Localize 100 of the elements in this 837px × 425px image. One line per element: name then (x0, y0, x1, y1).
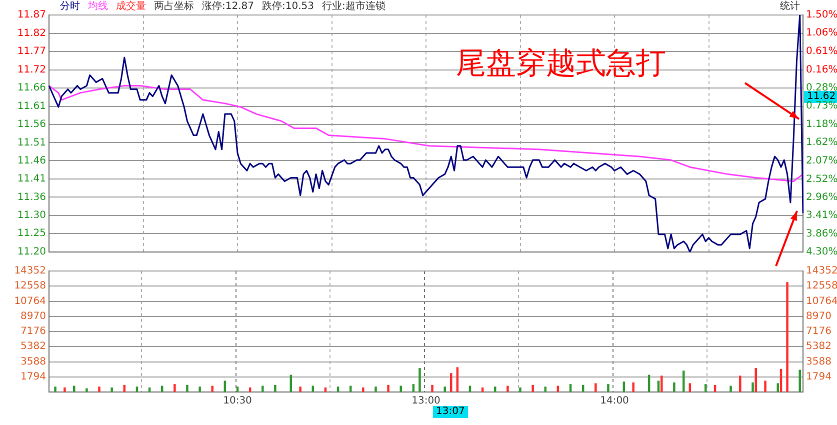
bar (607, 384, 610, 392)
bar (786, 282, 788, 392)
y2-tick-label: 14352 (806, 266, 837, 277)
y-tick-label: 11.77 (17, 46, 46, 58)
bar (506, 386, 509, 392)
bar (387, 384, 390, 392)
y2-tick-label: 3.86% (806, 228, 837, 240)
bar (519, 387, 522, 392)
bar (418, 368, 421, 392)
bar (198, 386, 201, 392)
bar (450, 373, 452, 392)
y2-tick-label: 10764 (806, 296, 837, 307)
text: 行业:超市连锁 (322, 0, 386, 14)
bar (186, 384, 188, 392)
bar (673, 382, 676, 392)
text: 统计 (780, 0, 800, 14)
y2-tick-label: 2.96% (806, 192, 837, 203)
y2-tick-label: 1.50% (806, 10, 837, 21)
y-tick-label: 8970 (20, 310, 46, 322)
text: 13:07 (433, 406, 468, 418)
y-tick-label: 11.87 (17, 10, 46, 21)
y-tick-label: 11.36 (17, 192, 46, 203)
bar (362, 387, 364, 392)
y-tick-label: 11.51 (17, 137, 46, 148)
y2-tick-label: 0.16% (806, 64, 837, 76)
y2-tick-label: 3588 (806, 356, 832, 368)
bar (211, 386, 214, 392)
text: 成交量 (116, 0, 146, 14)
y-tick-label: 11.72 (17, 64, 46, 76)
bar (262, 386, 264, 392)
y2-tick-label: 7176 (806, 326, 832, 338)
y-tick-label: 3588 (20, 356, 46, 368)
bar (657, 380, 660, 392)
y-tick-label: 11.61 (17, 100, 46, 112)
bar (754, 368, 758, 392)
bar (64, 387, 66, 392)
y-tick-label: 10764 (14, 296, 46, 307)
bar (54, 386, 56, 392)
y-tick-label: 11.41 (17, 174, 46, 185)
text: 涨停:12.87 (202, 0, 254, 14)
bar (336, 386, 340, 392)
text: 两占坐标 (154, 0, 194, 14)
y2-tick-label: 3.41% (806, 210, 837, 222)
bar (236, 386, 239, 392)
bar (136, 386, 138, 392)
y2-tick-label: 5382 (806, 341, 832, 352)
text: 跌停:10.53 (262, 0, 314, 14)
bar (400, 386, 402, 392)
bar (688, 383, 692, 392)
bar (660, 376, 663, 392)
bar (73, 386, 76, 392)
bar (798, 370, 801, 392)
y-tick-label: 11.30 (17, 210, 46, 222)
bar (594, 383, 597, 392)
text: 分时 (60, 0, 80, 14)
bar (431, 384, 434, 392)
bar (776, 383, 779, 392)
bar (544, 386, 547, 392)
bar (730, 386, 732, 392)
y2-tick-label: 0.73% (806, 100, 837, 112)
y2-tick-label: 8970 (806, 310, 832, 322)
y2-tick-label: 4.30% (806, 246, 837, 258)
bar (764, 380, 766, 392)
bar (444, 386, 446, 392)
y-tick-label: 11.66 (17, 82, 46, 94)
y-tick-label: 14352 (14, 266, 46, 277)
bar (98, 386, 100, 392)
y2-tick-label: 1.06% (806, 28, 837, 39)
y-tick-label: 11.46 (17, 155, 46, 166)
bar (224, 380, 226, 392)
y-tick-label: 1794 (20, 371, 46, 382)
y2-tick-label: 0.61% (806, 46, 837, 57)
x-tick-label: 10:30 (223, 396, 252, 407)
y-tick-label: 11.56 (17, 118, 46, 130)
text: 均线 (88, 0, 108, 14)
y-tick-label: 7176 (20, 326, 46, 338)
y-tick-label: 11.82 (17, 28, 46, 39)
y-tick-label: 11.25 (17, 228, 46, 240)
text: 尾盘穿越式急打 (456, 46, 666, 81)
bar (494, 386, 496, 392)
y-tick-label: 12558 (14, 280, 46, 292)
y2-tick-label: 2.07% (806, 155, 837, 166)
bar (299, 386, 302, 392)
bar (374, 386, 377, 392)
bar (752, 382, 754, 392)
bar (110, 387, 113, 392)
y-tick-label: 11.20 (17, 246, 46, 258)
bar (86, 388, 88, 392)
bar (739, 376, 742, 392)
bar (532, 384, 534, 392)
bar (274, 384, 276, 392)
bar (632, 382, 634, 392)
y2-tick-label: 1.18% (806, 119, 837, 130)
y2-tick-label: 1.62% (806, 137, 837, 148)
y2-tick-label: 1794 (806, 371, 832, 382)
y2-tick-label: 12558 (806, 280, 837, 292)
x-tick-label: 13:00 (412, 396, 440, 407)
y2-tick-label: 2.52% (806, 174, 837, 185)
x-tick-label: 14:00 (600, 396, 629, 407)
bar (174, 384, 176, 392)
